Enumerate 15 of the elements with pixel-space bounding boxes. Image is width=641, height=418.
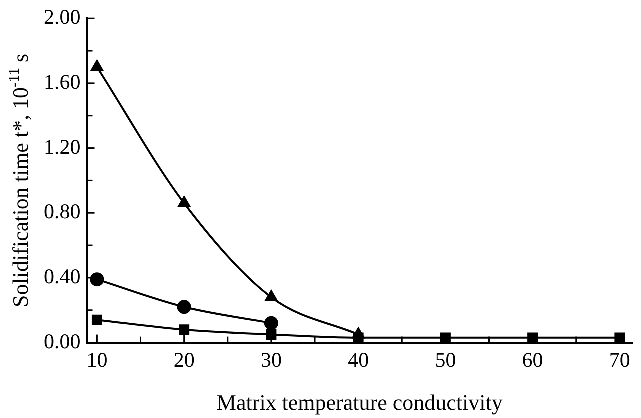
x-tick-label: 50 bbox=[435, 348, 456, 372]
x-tick-label: 60 bbox=[522, 348, 544, 372]
y-tick-label: 0.00 bbox=[44, 329, 81, 354]
x-tick-label: 40 bbox=[348, 348, 370, 372]
x-axis-title: Matrix temperature conductivity bbox=[216, 390, 503, 415]
x-tick-label: 10 bbox=[86, 348, 108, 372]
y-tick-label: 1.60 bbox=[44, 70, 81, 94]
x-tick-label: 20 bbox=[174, 348, 195, 372]
x-tick-label: 30 bbox=[260, 348, 282, 372]
y-axis-title: Solidification time t*, 10-11 s bbox=[7, 54, 33, 308]
x-tick-label: 70 bbox=[609, 348, 630, 372]
y-tick-label: 0.80 bbox=[44, 200, 81, 224]
y-tick-label: 1.20 bbox=[44, 134, 81, 159]
y-tick-label: 2.00 bbox=[44, 5, 81, 30]
y-tick-label: 0.40 bbox=[44, 264, 81, 288]
